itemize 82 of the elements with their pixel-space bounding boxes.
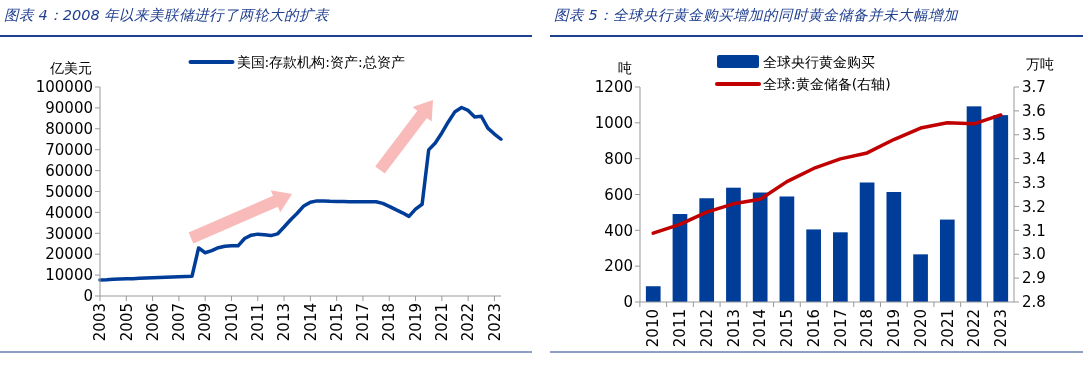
x-tick-label: 2013	[724, 309, 743, 348]
bar	[833, 232, 848, 302]
y-tick-label: 400	[604, 221, 633, 240]
y-tick-label: 1000	[594, 114, 633, 133]
x-tick-label: 2022	[965, 309, 984, 348]
legend-label: 美国:存款机构:资产:总资产	[236, 53, 405, 70]
y-tick-label: 50000	[45, 182, 93, 201]
x-tick-label: 2019	[406, 303, 425, 342]
y2-tick-label: 3.3	[1022, 173, 1046, 192]
x-tick-label: 2021	[938, 309, 957, 348]
x-tick-label: 2023	[485, 303, 504, 342]
legend-label: 全球:黄金储备(右轴)	[763, 75, 891, 92]
bar	[939, 219, 955, 302]
x-tick-label: 2013	[275, 303, 294, 342]
y-tick-label: 80000	[45, 120, 93, 139]
bar	[752, 192, 768, 302]
x-tick-label: 2006	[143, 303, 162, 342]
y-tick-label: 0	[83, 287, 93, 306]
bar	[966, 106, 982, 302]
bar	[859, 182, 875, 302]
y-tick-label: 600	[604, 185, 633, 204]
y-tick-label: 10000	[45, 266, 93, 285]
x-tick-label: 2009	[196, 303, 215, 342]
bar	[645, 286, 661, 302]
x-tick-label: 2015	[778, 309, 797, 348]
bar	[886, 191, 902, 302]
legend-label: 全球央行黄金购买	[763, 53, 875, 70]
y2-tick-label: 3.6	[1022, 102, 1046, 121]
line-series	[98, 105, 503, 282]
x-tick-label: 2022	[459, 303, 478, 342]
y2-tick-label: 3.0	[1022, 245, 1046, 264]
bar	[699, 198, 715, 302]
x-tick-label: 2016	[804, 309, 823, 348]
x-tick-label: 2014	[751, 309, 770, 348]
x-tick-label: 2003	[91, 303, 110, 342]
x-tick-label: 2021	[433, 303, 452, 342]
y2-tick-label: 3.4	[1022, 149, 1046, 168]
x-tick-label: 2020	[911, 309, 930, 348]
x-tick-label: 2017	[831, 309, 850, 348]
x-tick-label: 2011	[249, 303, 268, 342]
y-tick-label: 1200	[594, 78, 633, 97]
x-tick-label: 2019	[885, 309, 904, 348]
y-tick-label: 0	[623, 293, 633, 312]
y-axis-title: 亿美元	[49, 60, 92, 76]
y-tick-label: 30000	[45, 224, 93, 243]
x-tick-label: 2010	[222, 303, 241, 342]
y2-tick-label: 2.9	[1022, 269, 1046, 288]
y-tick-label: 20000	[45, 245, 93, 264]
x-tick-label: 2010	[644, 309, 663, 348]
y2-tick-label: 3.1	[1022, 221, 1046, 240]
x-tick-label: 2018	[380, 303, 399, 342]
y-tick-label: 100000	[35, 78, 93, 97]
y-tick-label: 200	[604, 257, 633, 276]
x-tick-label: 2005	[117, 303, 136, 342]
y-axis-title: 吨	[618, 60, 632, 76]
y2-tick-label: 2.8	[1022, 293, 1046, 312]
y2-tick-label: 3.5	[1022, 126, 1046, 145]
y-tick-label: 90000	[45, 99, 93, 118]
y-tick-label: 40000	[45, 203, 93, 222]
x-tick-label: 2015	[327, 303, 346, 342]
x-tick-label: 2007	[170, 303, 189, 342]
y-tick-label: 800	[604, 149, 633, 168]
y-tick-label: 60000	[45, 161, 93, 180]
bar	[993, 115, 1009, 302]
y2-tick-label: 3.2	[1022, 197, 1046, 216]
chart-title: 图表 4：2008 年以来美联储进行了两轮大的扩表	[4, 7, 331, 23]
bar	[672, 214, 688, 302]
bar	[726, 187, 741, 302]
y2-tick-label: 3.7	[1022, 78, 1046, 97]
bar	[806, 229, 821, 302]
chart-title: 图表 5：全球央行黄金购买增加的同时黄金储备并未大幅增加	[554, 7, 959, 23]
y-tick-label: 70000	[45, 140, 93, 159]
x-tick-label: 2023	[992, 309, 1011, 348]
x-tick-label: 2014	[301, 303, 320, 342]
x-tick-label: 2018	[858, 309, 877, 348]
line-series	[651, 113, 1003, 235]
bar	[779, 196, 795, 302]
bar	[913, 254, 928, 302]
x-tick-label: 2011	[671, 309, 690, 348]
y2-axis-title: 万吨	[1026, 56, 1054, 72]
x-tick-label: 2017	[354, 303, 373, 342]
x-tick-label: 2012	[697, 309, 716, 348]
